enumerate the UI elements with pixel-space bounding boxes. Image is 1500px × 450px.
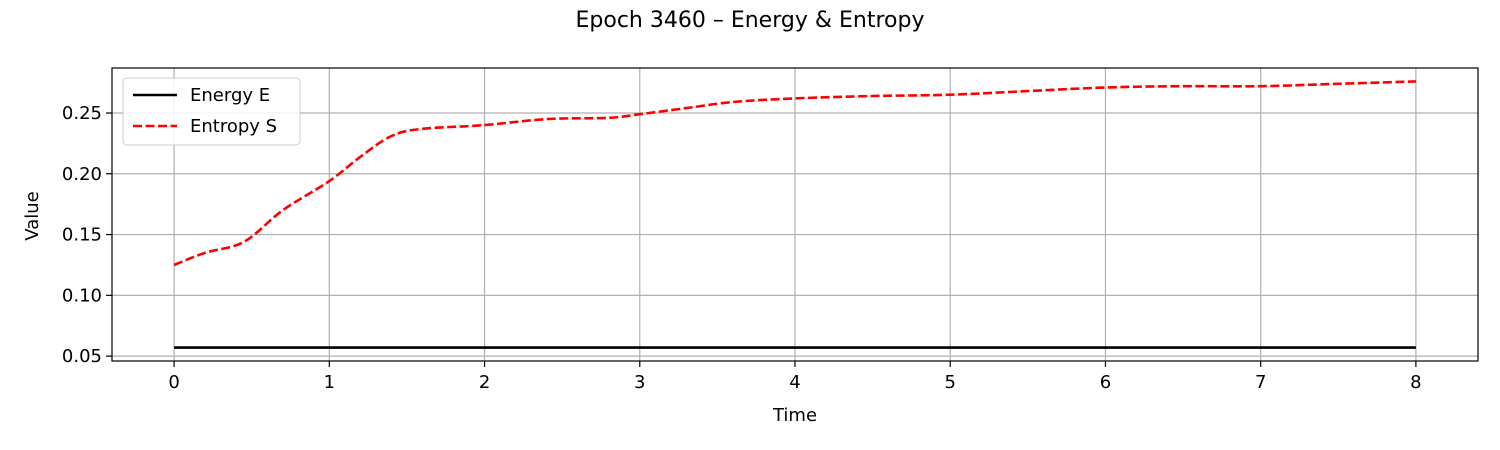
axis-ticks: 0 1 2 3 4 5 6 7 8 0.05 0.10 0.15 0.20 0.25	[62, 103, 1422, 393]
x-tick-label: 6	[1100, 372, 1111, 393]
y-tick-label: 0.05	[62, 346, 102, 367]
legend-label-energy: Energy E	[190, 85, 270, 106]
legend-label-entropy: Entropy S	[190, 116, 277, 137]
y-tick-label: 0.10	[62, 285, 102, 306]
x-tick-label: 8	[1410, 372, 1421, 393]
x-tick-label: 7	[1255, 372, 1266, 393]
plot-series	[173, 80, 1416, 349]
y-tick-label: 0.25	[62, 103, 102, 124]
x-tick-label: 2	[479, 372, 490, 393]
grid-lines	[112, 68, 1478, 361]
x-axis-label: Time	[772, 405, 817, 426]
y-axis-label: Value	[22, 191, 43, 240]
x-tick-label: 4	[789, 372, 800, 393]
x-tick-label: 5	[945, 372, 956, 393]
y-tick-label: 0.20	[62, 164, 102, 185]
legend: Energy E Entropy S	[122, 77, 301, 146]
x-tick-label: 1	[324, 372, 335, 393]
y-tick-label: 0.15	[62, 225, 102, 246]
x-tick-label: 3	[634, 372, 645, 393]
chart-title: Epoch 3460 – Energy & Entropy	[576, 8, 925, 33]
series-line-entropy	[173, 80, 1416, 267]
x-tick-label: 0	[168, 372, 179, 393]
